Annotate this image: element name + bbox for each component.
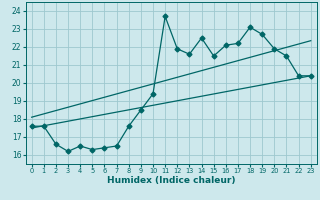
X-axis label: Humidex (Indice chaleur): Humidex (Indice chaleur) (107, 176, 236, 185)
